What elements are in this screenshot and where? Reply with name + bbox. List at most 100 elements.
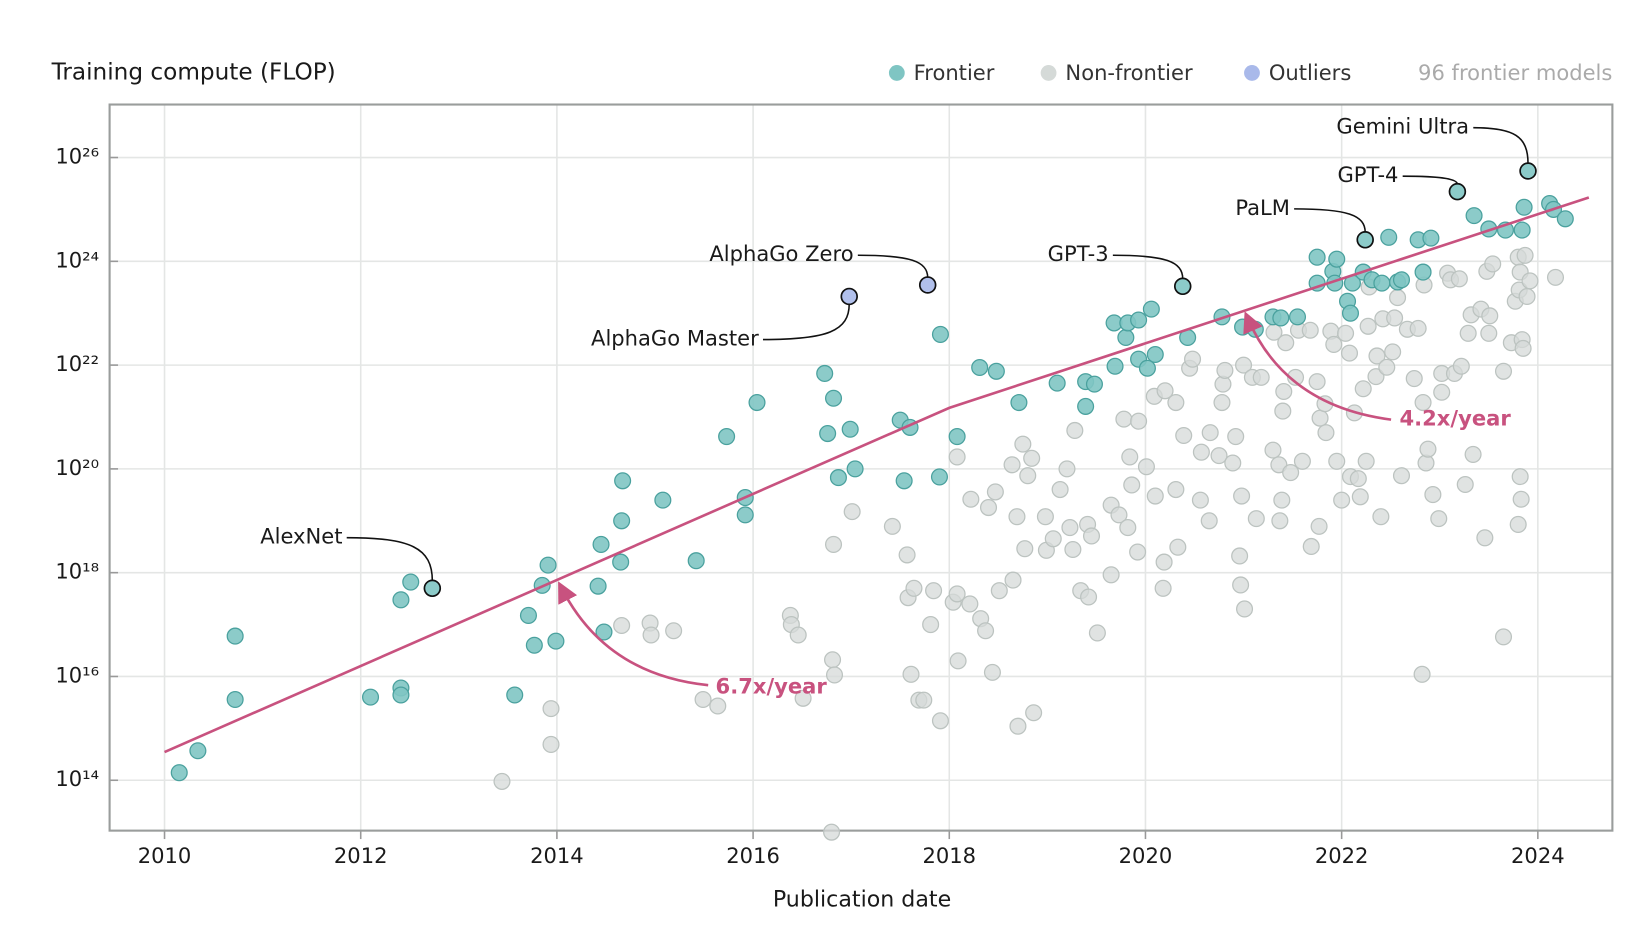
x-tick-label: 2016 (726, 843, 780, 868)
data-point (1333, 491, 1351, 509)
data-point (977, 622, 995, 640)
annotation-ring (1519, 162, 1537, 180)
data-point (1310, 517, 1328, 535)
data-point (1156, 382, 1174, 400)
data-point (1048, 374, 1066, 392)
data-point (986, 483, 1004, 501)
data-point (525, 636, 543, 654)
data-point (898, 546, 916, 564)
data-point (1452, 357, 1470, 375)
data-point (1025, 704, 1043, 722)
data-point (709, 697, 727, 715)
data-point (1123, 476, 1141, 494)
data-point (539, 556, 557, 574)
data-point (1380, 228, 1398, 246)
data-point (1340, 344, 1359, 362)
x-tick-label: 2014 (530, 843, 584, 868)
data-point (1271, 512, 1289, 530)
annotation-label: AlphaGo Master (591, 326, 759, 351)
data-point (1082, 527, 1101, 545)
data-point (1146, 487, 1164, 505)
data-point (825, 666, 844, 684)
data-point (1337, 324, 1355, 342)
annotation-ring (1356, 231, 1374, 249)
data-point (694, 690, 712, 709)
data-point (979, 499, 998, 517)
annotation-label: Gemini Ultra (1336, 114, 1469, 139)
data-point (1058, 460, 1076, 478)
annotation-connector (1402, 175, 1459, 185)
data-point (1044, 530, 1062, 548)
data-point (1368, 347, 1386, 365)
data-point (1115, 410, 1133, 428)
data-point (1191, 491, 1209, 509)
trend-arrow (1243, 311, 1392, 421)
data-point (189, 742, 207, 760)
data-point (925, 582, 943, 600)
data-point (1014, 435, 1032, 453)
data-point (961, 595, 979, 613)
data-point (1430, 510, 1448, 528)
data-point (1465, 207, 1483, 225)
data-point (1117, 328, 1135, 347)
annotation-ring (840, 287, 858, 306)
data-point (1064, 540, 1082, 559)
data-point (1213, 393, 1231, 412)
data-point (613, 512, 631, 530)
data-point (816, 364, 834, 383)
annotation-connector (857, 254, 929, 278)
data-point (931, 325, 949, 343)
data-point (1077, 397, 1095, 415)
data-point (402, 573, 420, 591)
data-point (361, 688, 380, 706)
data-point (589, 577, 607, 595)
data-point (1433, 383, 1451, 401)
data-point (1349, 470, 1367, 488)
data-point (1275, 382, 1293, 401)
data-point (1414, 393, 1432, 412)
legend-swatch (888, 65, 905, 81)
data-point (1264, 441, 1282, 459)
annotation-ring (918, 276, 937, 294)
data-point (506, 686, 524, 704)
data-point (1481, 307, 1499, 325)
trend-label: 6.7x/year (716, 673, 828, 698)
annotation-connector (1112, 254, 1184, 279)
data-point (1154, 579, 1172, 597)
annotation-ring (423, 579, 442, 598)
data-point (1357, 452, 1375, 470)
data-point (1328, 452, 1346, 470)
data-point (1167, 481, 1185, 499)
data-point (1106, 357, 1124, 375)
data-point (1210, 447, 1228, 465)
y-tick-label: 10²⁴ (55, 247, 99, 272)
data-point (1137, 458, 1155, 476)
data-point (971, 358, 989, 377)
legend-label: Outliers (1269, 60, 1351, 85)
data-point (824, 535, 843, 553)
data-point (1341, 304, 1360, 322)
data-point (1351, 488, 1369, 506)
data-point (794, 689, 812, 707)
data-point (1272, 309, 1290, 327)
data-point (1130, 412, 1148, 430)
data-point (542, 700, 560, 718)
plot-frame (108, 103, 1614, 832)
data-point (1509, 515, 1527, 533)
data-point (915, 691, 933, 709)
annotation-ring (1448, 182, 1467, 201)
data-point (948, 428, 966, 446)
data-point (547, 632, 565, 650)
data-point (1232, 576, 1250, 594)
x-tick-label: 2018 (922, 843, 976, 868)
data-point (595, 623, 613, 641)
data-point (1409, 319, 1427, 337)
y-tick-label: 10²⁶ (55, 144, 99, 169)
data-point (983, 663, 1001, 681)
data-point (1476, 529, 1494, 547)
data-point (1512, 490, 1530, 508)
data-point (687, 552, 705, 570)
data-point (1121, 448, 1139, 466)
data-point (1085, 375, 1103, 393)
